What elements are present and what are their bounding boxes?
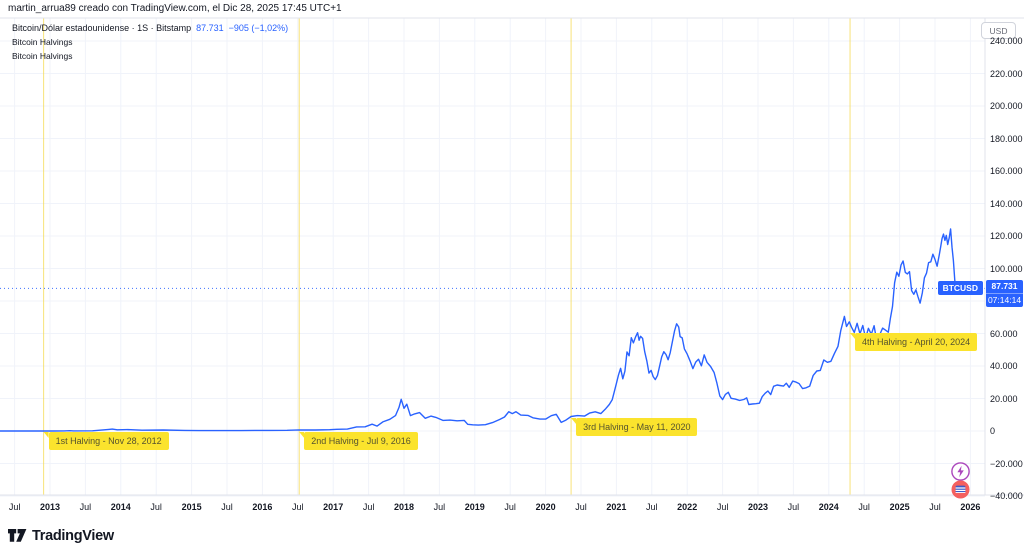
time-tick-2018-2018: 2018: [393, 502, 415, 512]
price-tick-220000: 220.000: [990, 68, 1023, 79]
note-anchor-tail: [299, 432, 305, 438]
flag-reaction-icon[interactable]: [951, 480, 970, 499]
price-tick-160000: 160.000: [990, 166, 1023, 176]
symbol-title-row[interactable]: Bitcoin/Dólar estadounidense · 1S · Bits…: [12, 22, 288, 34]
time-tick-jul-2017.5: Jul: [362, 502, 375, 512]
chart-attribution: martin_arrua89 creado con TradingView.co…: [8, 3, 342, 14]
time-tick-jul-2020.5: Jul: [575, 502, 587, 512]
btcusd-price-line: [0, 228, 957, 432]
price-tick--20000: −20.000: [990, 458, 1023, 469]
note-anchor-tail: [43, 432, 49, 438]
price-tick-200000: 200.000: [990, 101, 1023, 111]
price-tick-100000: 100.000: [990, 263, 1023, 274]
time-tick-jul-2019.5: Jul: [504, 502, 516, 512]
tradingview-logo[interactable]: TradingView: [8, 527, 114, 544]
time-tick-jul-2024.5: Jul: [858, 502, 870, 512]
halving-note-3[interactable]: 3rd Halving - May 11, 2020: [571, 418, 698, 436]
time-tick-2017-2017: 2017: [323, 502, 344, 512]
time-tick-jul-2013.5: Jul: [79, 502, 92, 512]
indicator-row-halvings-1[interactable]: Bitcoin Halvings: [12, 37, 73, 47]
halving-note-4[interactable]: 4th Halving - April 20, 2024: [850, 333, 978, 351]
last-price-value: 87.731: [196, 23, 224, 33]
bar-countdown: 07:14:14: [986, 293, 1023, 306]
time-tick-2015-2015: 2015: [181, 502, 202, 512]
price-change-value: −905 (−1,02%): [228, 23, 289, 33]
time-tick-2014-2014: 2014: [110, 502, 131, 512]
time-tick-2025-2025: 2025: [889, 502, 910, 512]
price-tick-240000: 240.000: [990, 36, 1023, 46]
halving-note-1[interactable]: 1st Halving - Nov 28, 2012: [43, 432, 169, 450]
time-tick-jul-2012.5: Jul: [8, 502, 21, 512]
time-tick-jul-2018.5: Jul: [433, 502, 446, 512]
time-tick-jul-2023.5: Jul: [787, 502, 800, 512]
price-tick-60000: 60.000: [990, 328, 1018, 339]
last-price-number: 87.731: [991, 281, 1018, 292]
chart-legend: Bitcoin/Dólar estadounidense · 1S · Bits…: [12, 22, 288, 62]
time-tick-2023-2023: 2023: [747, 502, 769, 512]
indicator-row-halvings-2[interactable]: Bitcoin Halvings: [12, 51, 73, 61]
price-tick-0: 0: [990, 426, 996, 436]
time-tick-jul-2022.5: Jul: [716, 502, 729, 512]
time-tick-jul-2021.5: Jul: [646, 502, 658, 512]
time-tick-2016-2016: 2016: [252, 502, 273, 512]
price-tick-140000: 140.000: [990, 198, 1023, 209]
time-tick-2013-2013: 2013: [39, 502, 61, 512]
lightning-reaction-icon[interactable]: [951, 462, 970, 481]
tradingview-logo-icon: [8, 529, 27, 542]
last-price-symbol-tag: BTCUSD: [937, 281, 983, 296]
time-tick-2022-2022: 2022: [677, 502, 698, 512]
time-tick-jul-2015.5: Jul: [221, 502, 233, 512]
price-tick--40000: −40.000: [990, 491, 1023, 501]
note-anchor-tail: [571, 418, 577, 424]
time-tick-jul-2016.5: Jul: [292, 502, 304, 512]
note-anchor-tail: [850, 333, 856, 339]
time-tick-2026-2026: 2026: [960, 502, 981, 512]
time-tick-2021-2021: 2021: [606, 502, 627, 512]
price-tick-180000: 180.000: [990, 133, 1023, 144]
time-tick-jul-2014.5: Jul: [150, 502, 162, 512]
currency-unit-button[interactable]: USD: [981, 22, 1016, 39]
price-tick-40000: 40.000: [990, 361, 1018, 371]
tradingview-logo-text: TradingView: [32, 527, 114, 544]
time-tick-jul-2025.5: Jul: [929, 502, 941, 512]
symbol-title: Bitcoin/Dólar estadounidense · 1S · Bits…: [12, 23, 192, 33]
price-tick-20000: 20.000: [990, 393, 1018, 404]
time-tick-2019-2019: 2019: [464, 502, 485, 512]
last-price-axis-label: 87.731 07:14:14: [986, 280, 1023, 308]
price-tick-120000: 120.000: [990, 231, 1023, 241]
halving-note-2[interactable]: 2nd Halving - Jul 9, 2016: [299, 432, 418, 450]
time-tick-2020-2020: 2020: [535, 502, 556, 512]
time-tick-2024-2024: 2024: [818, 502, 839, 512]
